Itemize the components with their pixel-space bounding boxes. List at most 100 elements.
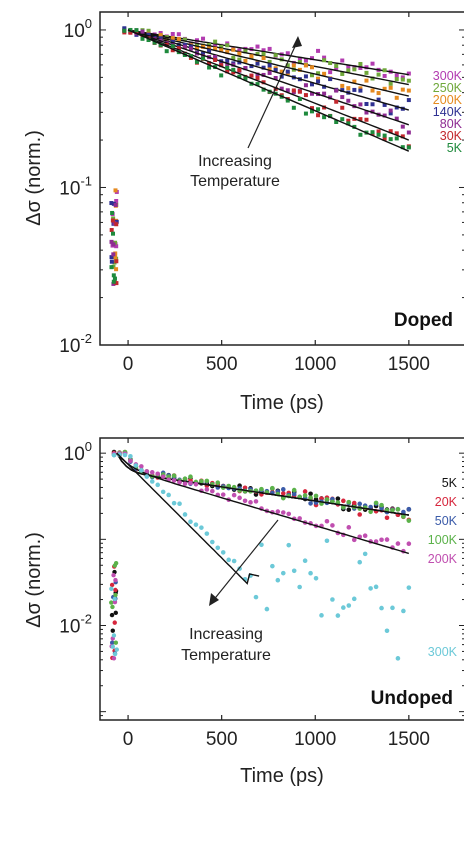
data-point [351, 537, 357, 543]
data-point [225, 62, 230, 67]
data-point [140, 29, 145, 34]
series-250K [111, 27, 411, 269]
data-point [382, 73, 387, 78]
data-point [243, 58, 248, 63]
data-point [401, 514, 406, 519]
data-point [155, 482, 161, 488]
axes: 0 500 1000 1500 100 10-1 10-2 [59, 12, 464, 375]
data-point [255, 61, 260, 66]
fit-line [116, 452, 260, 585]
data-point [316, 107, 321, 112]
data-point [358, 86, 363, 91]
data-point [111, 656, 117, 661]
data-point [122, 26, 127, 31]
data-point [170, 31, 175, 36]
data-point [291, 60, 296, 65]
data-point [210, 488, 215, 494]
data-point [155, 471, 161, 477]
data-point [334, 99, 339, 104]
data-point [280, 510, 286, 515]
data-point [328, 114, 333, 119]
data-point [170, 44, 175, 49]
series-100K [109, 449, 412, 645]
data-point [285, 69, 290, 74]
data-point [394, 105, 399, 110]
x-axis-label: Time (ps) [240, 392, 324, 414]
data-point [313, 575, 319, 581]
data-point [111, 281, 116, 286]
data-point [324, 497, 330, 502]
data-point [113, 203, 118, 208]
data-point [364, 101, 369, 106]
data-point [255, 75, 260, 80]
data-point [114, 259, 119, 264]
data-point [111, 573, 116, 578]
plot-frame [99, 11, 464, 346]
data-point [128, 458, 133, 464]
data-point [134, 28, 139, 33]
data-point [358, 117, 363, 122]
series-140K [109, 26, 411, 264]
data-point [376, 72, 381, 77]
data-point [388, 111, 393, 116]
data-point [255, 82, 260, 87]
data-point [328, 70, 333, 75]
y-axis-label: Δσ (norm.) [23, 532, 45, 628]
fit-line [127, 29, 409, 86]
data-point [322, 58, 327, 63]
legend: 5K 20K 50K 100K 200K 300K [428, 476, 458, 659]
data-point [340, 117, 345, 122]
data-point [382, 113, 387, 118]
data-point [308, 570, 313, 576]
data-point [261, 51, 266, 56]
data-point [406, 98, 411, 103]
data-point [322, 71, 327, 76]
data-point [114, 244, 119, 249]
data-point [225, 50, 230, 55]
data-point [114, 199, 119, 204]
data-point [406, 88, 411, 93]
data-point [364, 78, 369, 83]
data-point [193, 482, 199, 487]
data-point [275, 509, 281, 514]
data-point [176, 36, 181, 41]
data-point [364, 117, 369, 122]
data-point [382, 86, 387, 91]
data-point [112, 596, 117, 602]
data-point [261, 87, 266, 92]
data-point [340, 71, 345, 76]
legend-entry-300K: 300K [428, 645, 458, 659]
data-point [379, 605, 384, 611]
data-point [149, 470, 155, 475]
data-point [171, 478, 177, 483]
data-point [346, 499, 352, 505]
data-point [188, 519, 193, 525]
data-point [215, 545, 221, 551]
data-point [322, 115, 327, 120]
data-point [220, 492, 226, 497]
data-point [279, 74, 284, 79]
data-point [160, 489, 166, 495]
data-point [109, 586, 114, 592]
data-point [285, 98, 290, 103]
data-point [384, 628, 390, 634]
series-300K [110, 28, 411, 249]
data-point [253, 492, 259, 497]
data-point [225, 43, 230, 48]
data-point [255, 52, 260, 57]
data-point [213, 43, 218, 48]
data-point [390, 507, 395, 513]
data-point [219, 44, 224, 49]
arrow-head-icon [209, 593, 219, 606]
data-point [215, 480, 221, 486]
data-point [401, 608, 406, 614]
data-point [152, 40, 157, 45]
data-point [373, 500, 379, 506]
data-point [261, 56, 266, 61]
data-point [267, 70, 272, 75]
data-point [255, 72, 260, 77]
annotation: Increasing Temperature [181, 519, 279, 664]
data-point [242, 498, 248, 504]
data-point [112, 651, 118, 657]
